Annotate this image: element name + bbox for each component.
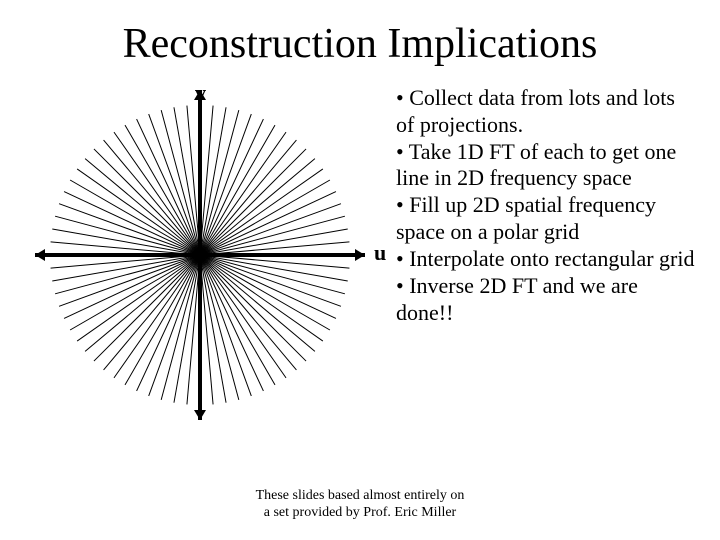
projection-ray: [161, 255, 200, 400]
projection-ray: [55, 255, 200, 294]
projection-ray: [137, 255, 200, 391]
projection-ray: [200, 119, 263, 255]
projection-ray: [200, 255, 263, 391]
u-axis-arrow-left: [35, 249, 45, 261]
footer-line-1: These slides based almost entirely on: [0, 488, 720, 505]
projection-star-diagram: [30, 85, 370, 425]
projection-ray: [200, 255, 345, 294]
projection-ray: [137, 119, 200, 255]
bullet-item: • Interpolate onto rectangular grid: [396, 246, 696, 273]
u-axis-arrow-right: [355, 249, 365, 261]
projection-ray: [200, 110, 239, 255]
projection-ray: [64, 255, 200, 318]
v-axis-arrow-down: [194, 410, 206, 420]
footer-credit: These slides based almost entirely on a …: [0, 488, 720, 522]
projection-ray: [64, 192, 200, 255]
projection-ray: [55, 216, 200, 255]
axis-label-u: u: [374, 240, 386, 266]
projection-ray: [200, 192, 336, 255]
projection-ray: [200, 255, 239, 400]
projection-ray: [200, 216, 345, 255]
bullet-list: • Collect data from lots and lots of pro…: [396, 85, 696, 326]
bullet-item: • Inverse 2D FT and we are done!!: [396, 273, 696, 327]
page-title: Reconstruction Implications: [0, 20, 720, 68]
projection-ray: [161, 110, 200, 255]
bullet-item: • Fill up 2D spatial frequency space on …: [396, 192, 696, 246]
footer-line-2: a set provided by Prof. Eric Miller: [0, 505, 720, 522]
v-axis-arrow-up: [194, 90, 206, 100]
star-svg: [30, 85, 370, 425]
projection-ray: [200, 255, 336, 318]
bullet-item: • Take 1D FT of each to get one line in …: [396, 139, 696, 193]
slide: Reconstruction Implications v u • Collec…: [0, 0, 720, 540]
bullet-item: • Collect data from lots and lots of pro…: [396, 85, 696, 139]
